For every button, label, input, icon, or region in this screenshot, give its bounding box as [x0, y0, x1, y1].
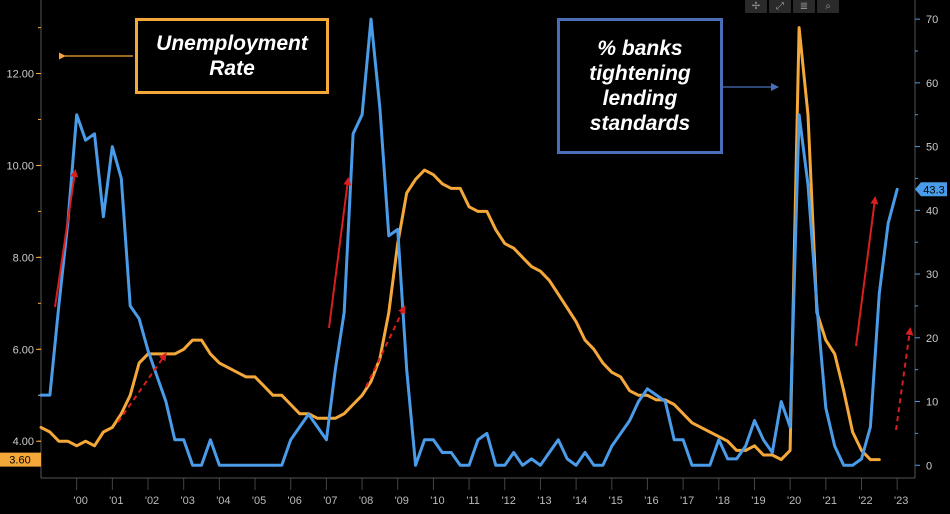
lending-label-line: % banks — [597, 36, 683, 60]
right-tick-label: 10 — [926, 397, 938, 409]
x-axis: '00 '01 '02 '03 '04 '05 '06 '07 '08 '09 '10 '11 '12 '… — [74, 495, 909, 507]
trend-arrow-2002-dashed — [117, 352, 167, 423]
trend-arrow-2007 — [328, 177, 352, 329]
x-tick-label: '12 — [502, 495, 516, 507]
unemployment-label-line: Rate — [209, 57, 255, 80]
right-tick-label: 50 — [926, 142, 938, 154]
x-tick-label: '22 — [858, 495, 872, 507]
left-tick-label: 8.00 — [13, 252, 34, 264]
x-tick-label: '20 — [787, 495, 801, 507]
left-tick-label: 10.00 — [6, 160, 34, 172]
trend-arrow-2009-dashed — [365, 305, 406, 388]
x-tick-label: '11 — [466, 495, 480, 507]
x-tick-label: '23 — [894, 495, 908, 507]
unemployment-last-value-badge — [0, 452, 41, 467]
trend-arrow-2022 — [855, 196, 879, 347]
left-tick-label: 6.00 — [13, 344, 34, 356]
left-axis: 4.00 6.00 8.00 10.00 12.00 — [6, 27, 41, 448]
gridlines — [76, 478, 898, 490]
list-icon[interactable]: ≣ — [793, 0, 815, 13]
right-tick-label: 30 — [926, 269, 938, 281]
value-badges: 3.60 43.3 — [0, 182, 947, 467]
zoom-icon[interactable]: ⤢ — [769, 0, 791, 13]
x-tick-label: '17 — [680, 495, 694, 507]
annotation-arrows — [54, 52, 914, 431]
x-tick-label: '01 — [109, 495, 123, 507]
tightening-standards-line — [39, 17, 899, 467]
x-tick-label: '04 — [216, 495, 230, 507]
trend-arrow-2023-dashed — [895, 327, 914, 431]
lending-last-value-badge — [915, 182, 947, 197]
right-tick-label: 60 — [926, 78, 938, 90]
left-tick-label: 12.00 — [6, 69, 34, 81]
left-tick-label: 4.00 — [13, 436, 34, 448]
unemployment-last-value-text: 3.60 — [9, 455, 30, 467]
move-icon[interactable]: ✢ — [745, 0, 767, 13]
x-tick-label: '05 — [252, 495, 266, 507]
chart-toolbar: ✢ ⤢ ≣ ⌕ — [745, 0, 839, 14]
x-tick-label: '18 — [716, 495, 730, 507]
unemployment-rate-label: Unemployment Rate — [135, 18, 329, 94]
right-axis: 0 10 20 30 40 50 60 70 — [915, 14, 938, 472]
x-tick-label: '09 — [395, 495, 409, 507]
x-tick-label: '02 — [145, 495, 159, 507]
x-tick-label: '10 — [430, 495, 444, 507]
lending-label-line: lending — [602, 87, 678, 110]
x-tick-label: '00 — [74, 495, 88, 507]
unemployment-rate-line — [39, 26, 881, 462]
x-tick-label: '06 — [288, 495, 302, 507]
right-tick-label: 20 — [926, 333, 938, 345]
x-tick-label: '19 — [751, 495, 765, 507]
x-tick-label: '21 — [823, 495, 837, 507]
search-icon[interactable]: ⌕ — [817, 0, 839, 13]
right-tick-label: 70 — [926, 14, 938, 26]
x-tick-label: '07 — [323, 495, 337, 507]
lending-label-line: standards — [589, 112, 691, 136]
trend-arrow-2000 — [54, 169, 79, 308]
x-tick-label: '13 — [537, 495, 551, 507]
series-layer — [39, 17, 899, 467]
x-tick-label: '15 — [609, 495, 623, 507]
lending-standards-label: % banks tightening lending standards — [557, 18, 723, 154]
x-tick-label: '16 — [644, 495, 658, 507]
right-tick-label: 0 — [926, 460, 932, 472]
x-tick-label: '14 — [573, 495, 587, 507]
unemployment-label-line: Unemployment — [156, 31, 308, 55]
lending-label-line: tightening — [589, 61, 691, 85]
lending-last-value-text: 43.3 — [923, 184, 944, 196]
x-tick-label: '08 — [359, 495, 373, 507]
x-tick-label: '03 — [181, 495, 195, 507]
right-tick-label: 40 — [926, 205, 938, 217]
